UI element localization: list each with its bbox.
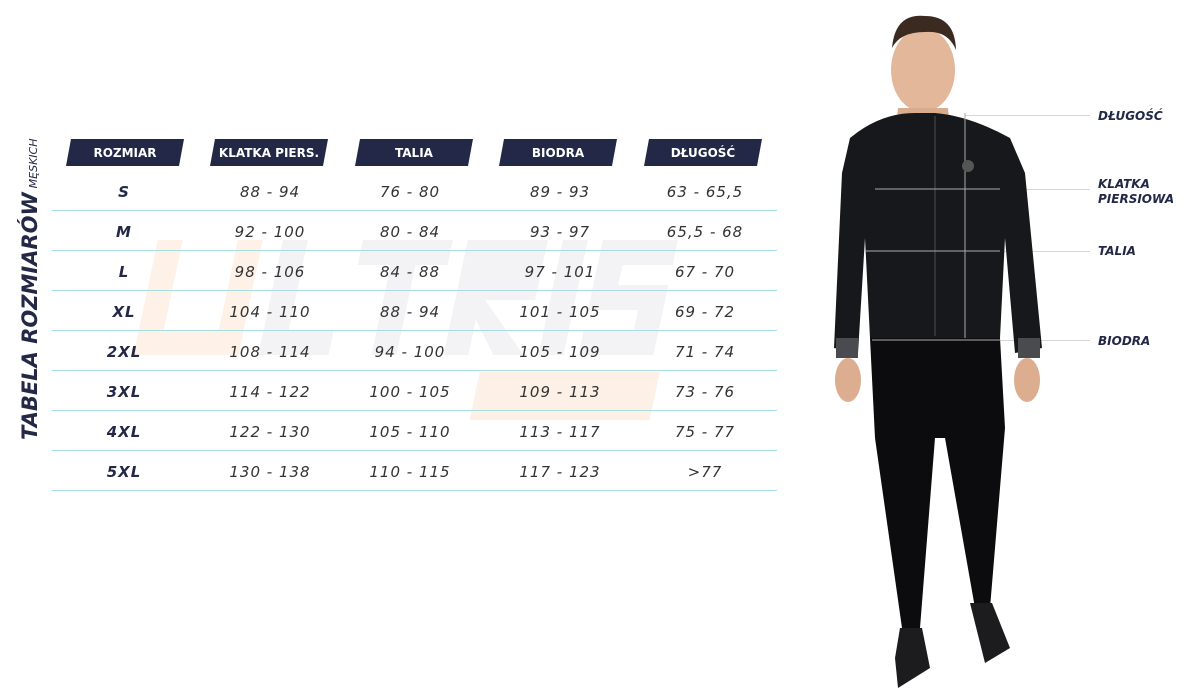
title-main: TABELA ROZMIARÓW	[18, 192, 42, 440]
size-cell: 3XL	[106, 383, 142, 401]
measure-cell: 76 - 80	[379, 183, 441, 201]
measure-cell: 92 - 100	[234, 223, 306, 241]
measure-cell: 94 - 100	[374, 343, 446, 361]
size-cell: M	[116, 223, 132, 241]
size-cell: 4XL	[106, 423, 142, 441]
column-header: TALIA	[355, 139, 473, 166]
size-cell: 2XL	[106, 343, 142, 361]
row-divider	[52, 330, 777, 331]
size-cell: 5XL	[106, 463, 142, 481]
measure-cell: 108 - 114	[229, 343, 311, 361]
label-waist: TALIA	[1098, 244, 1136, 258]
measure-cell: 117 - 123	[519, 463, 601, 481]
column-header: ROZMIAR	[66, 139, 184, 166]
row-divider	[52, 410, 777, 411]
length-leader	[965, 115, 1090, 116]
label-chest: KLATKA PIERSIOWA	[1098, 177, 1174, 207]
measure-cell: 63 - 65,5	[666, 183, 744, 201]
measure-cell: 67 - 70	[674, 263, 736, 281]
row-divider	[52, 370, 777, 371]
column-header: BIODRA	[499, 139, 617, 166]
model-photo	[834, 15, 1042, 688]
measure-cell: 110 - 115	[369, 463, 451, 481]
measure-cell: 101 - 105	[519, 303, 601, 321]
measure-cell: 104 - 110	[229, 303, 311, 321]
size-cell: L	[118, 263, 130, 281]
size-chart-title: TABELA ROZMIARÓW MĘSKICH	[18, 139, 42, 441]
hips-leader	[1000, 340, 1090, 341]
size-cell: XL	[112, 303, 136, 321]
measure-cell: 130 - 138	[229, 463, 311, 481]
measure-cell: 109 - 113	[519, 383, 601, 401]
column-header: KLATKA PIERS.	[210, 139, 328, 166]
measure-cell: 105 - 110	[369, 423, 451, 441]
title-sub: MĘSKICH	[27, 138, 40, 189]
measure-cell: 88 - 94	[239, 183, 301, 201]
measure-cell: 97 - 101	[524, 263, 596, 281]
row-divider	[52, 450, 777, 451]
chest-leader	[1000, 189, 1090, 190]
measure-cell: 88 - 94	[379, 303, 441, 321]
measure-cell: 122 - 130	[229, 423, 311, 441]
waist-leader	[1000, 251, 1090, 252]
label-chest-line2: PIERSIOWA	[1098, 192, 1175, 206]
measure-cell: 84 - 88	[379, 263, 441, 281]
measure-cell: 105 - 109	[519, 343, 601, 361]
measure-cell: 73 - 76	[674, 383, 736, 401]
label-length: DŁUGOŚĆ	[1098, 109, 1163, 123]
row-divider	[52, 490, 777, 491]
label-hips: BIODRA	[1098, 334, 1151, 348]
measure-cell: 98 - 106	[234, 263, 306, 281]
measure-cell: 89 - 93	[529, 183, 591, 201]
size-cell: S	[118, 183, 130, 201]
measure-cell: 71 - 74	[674, 343, 736, 361]
measure-cell: 69 - 72	[674, 303, 736, 321]
measure-cell: 100 - 105	[369, 383, 451, 401]
measure-cell: >77	[687, 463, 723, 481]
measure-cell: 114 - 122	[229, 383, 311, 401]
measure-cell: 65,5 - 68	[666, 223, 744, 241]
label-chest-line1: KLATKA	[1098, 177, 1150, 191]
measure-cell: 113 - 117	[519, 423, 601, 441]
measure-cell: 93 - 97	[529, 223, 591, 241]
measure-cell: 80 - 84	[379, 223, 441, 241]
row-divider	[52, 210, 777, 211]
measure-cell: 75 - 77	[674, 423, 736, 441]
row-divider	[52, 290, 777, 291]
row-divider	[52, 250, 777, 251]
watermark-logo	[133, 240, 678, 420]
column-header: DŁUGOŚĆ	[644, 139, 762, 166]
